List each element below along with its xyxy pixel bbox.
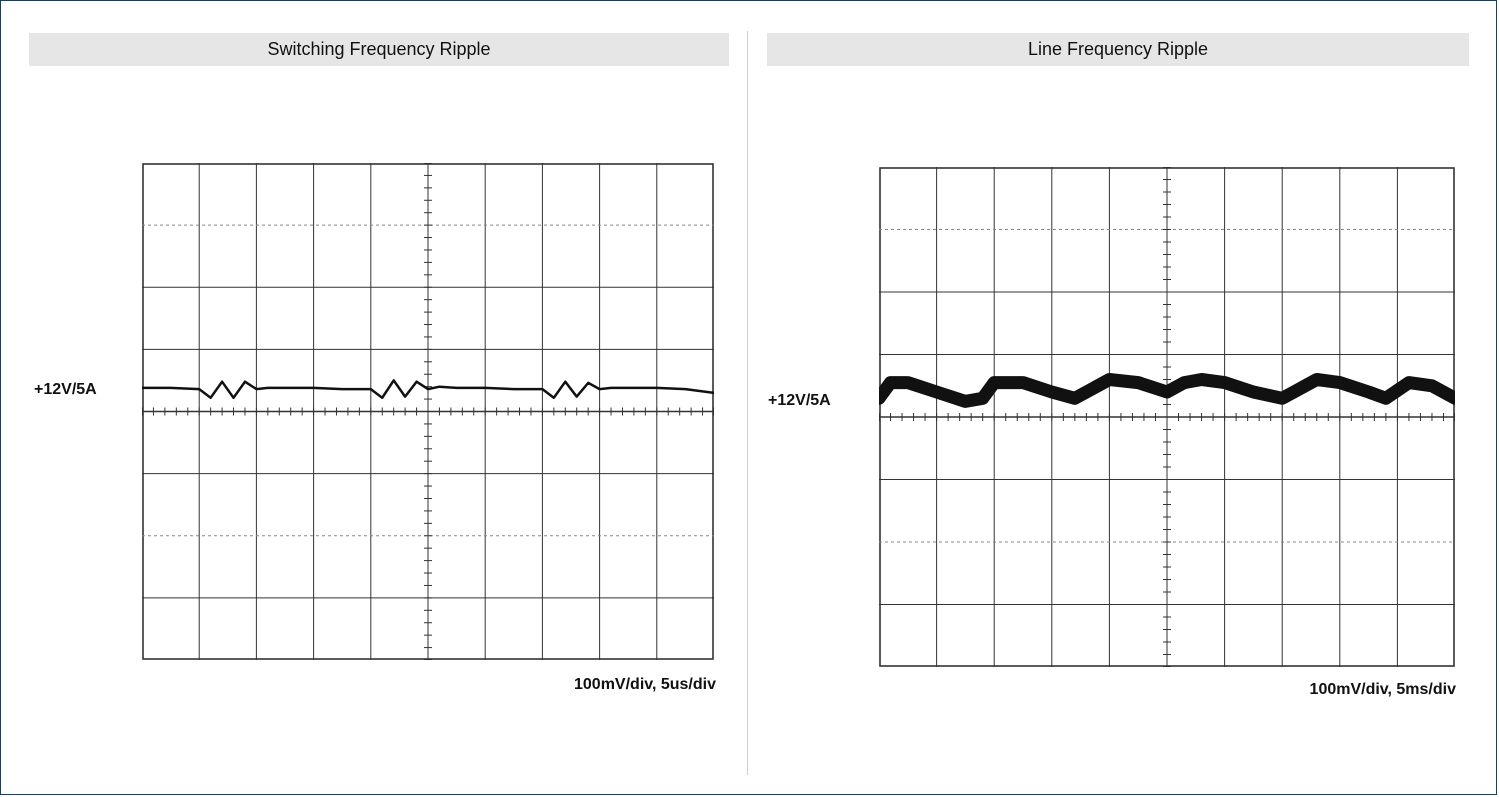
scale-label-switching: 100mV/div, 5us/div (574, 676, 716, 693)
trace-label-line: +12V/5A (768, 392, 831, 409)
scale-label-line: 100mV/div, 5ms/div (1309, 681, 1456, 698)
line-trace-0 (879, 373, 1455, 408)
switching-trace-0 (142, 379, 714, 400)
oscilloscope-plot-switching (142, 163, 714, 660)
panel-header-line: Line Frequency Ripple (767, 33, 1469, 66)
panel-header-switching: Switching Frequency Ripple (29, 33, 729, 66)
trace-label-switching: +12V/5A (34, 381, 97, 398)
panel-divider (747, 31, 748, 775)
panel-title-switching: Switching Frequency Ripple (267, 39, 491, 59)
panel-title-line: Line Frequency Ripple (1027, 39, 1209, 59)
oscilloscope-plot-line (879, 167, 1455, 667)
